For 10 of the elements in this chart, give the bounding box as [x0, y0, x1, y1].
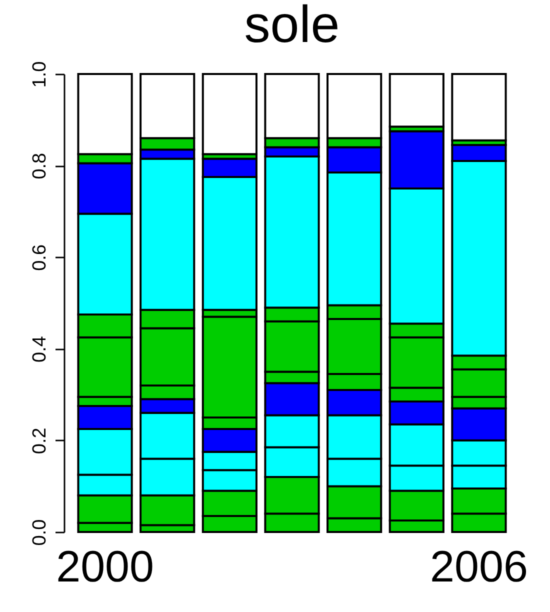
bar: [202, 73, 258, 156]
y-tick-label: 1.0: [30, 61, 50, 88]
chart-title: sole: [244, 0, 340, 54]
y-tick-label: 0.4: [30, 336, 50, 363]
y-tick-label: 0.0: [30, 519, 50, 546]
x-tick-label: 2006: [430, 542, 528, 592]
y-tick-label: 0.6: [30, 244, 50, 271]
y-tick-label: 0.2: [30, 428, 50, 454]
y-tick-label: 0.8: [30, 152, 50, 180]
x-tick-label: 2000: [56, 542, 154, 592]
